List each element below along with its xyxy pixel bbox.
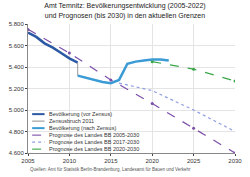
svg-text:Quellen: Amt für Statistik Ber: Quellen: Amt für Statistik Berlin-Brande… (30, 167, 191, 172)
svg-text:Prognose des Landes BB 2017-20: Prognose des Landes BB 2017-2030 (49, 139, 139, 145)
svg-text:2030: 2030 (228, 158, 242, 164)
svg-text:Bevölkerung (nach Zensus): Bevölkerung (nach Zensus) (49, 125, 116, 131)
svg-text:2005: 2005 (21, 158, 35, 164)
svg-text:2025: 2025 (187, 158, 201, 164)
svg-text:5.400: 5.400 (9, 64, 25, 70)
svg-text:5.600: 5.600 (9, 43, 25, 49)
svg-text:Amt Temnitz: Bevölkerungsentwi: Amt Temnitz: Bevölkerungsentwicklung (20… (44, 2, 205, 19)
svg-text:2015: 2015 (104, 158, 118, 164)
svg-text:Zensusbruch 2011: Zensusbruch 2011 (49, 118, 94, 124)
svg-text:5.800: 5.800 (9, 21, 25, 27)
svg-text:2010: 2010 (63, 158, 77, 164)
svg-text:2020: 2020 (146, 158, 160, 164)
svg-text:5.000: 5.000 (9, 107, 25, 113)
svg-text:4.800: 4.800 (9, 129, 25, 135)
svg-text:5.200: 5.200 (9, 86, 25, 92)
svg-text:Prognose des Landes BB 2005-20: Prognose des Landes BB 2005-2030 (49, 132, 139, 138)
svg-text:Prognose des Landes BB 2020-20: Prognose des Landes BB 2020-2030 (49, 146, 139, 152)
svg-text:4.600: 4.600 (9, 150, 25, 156)
svg-text:Bevölkerung (vor Zensus): Bevölkerung (vor Zensus) (49, 111, 112, 117)
